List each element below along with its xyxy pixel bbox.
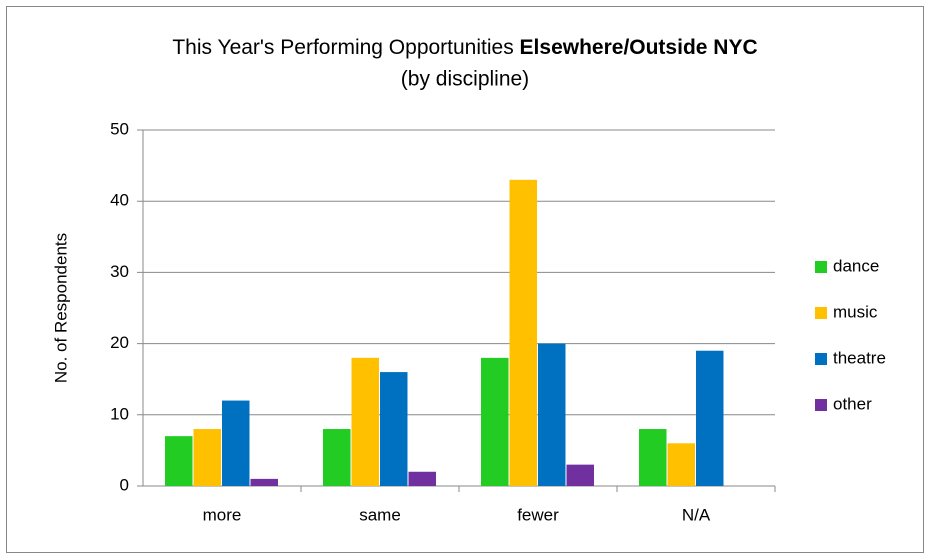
bar <box>566 464 594 486</box>
y-tick-label: 20 <box>110 333 129 352</box>
bar <box>351 357 379 486</box>
y-tick-label: 30 <box>110 262 129 281</box>
bar <box>481 357 509 486</box>
legend-label: music <box>833 302 878 321</box>
legend-swatch <box>815 399 827 411</box>
legend-label: other <box>833 394 872 413</box>
x-tick-label: more <box>203 505 242 524</box>
chart-border <box>6 6 924 553</box>
legend-label: dance <box>833 256 879 275</box>
x-tick-label: fewer <box>517 505 559 524</box>
bar <box>408 471 436 486</box>
bar <box>323 429 351 486</box>
legend-swatch <box>815 261 827 273</box>
bar <box>639 429 667 486</box>
chart-subtitle: (by discipline) <box>401 68 529 91</box>
y-tick-label: 0 <box>120 475 129 494</box>
title-text: This Year's Performing Opportunities <box>172 36 513 59</box>
bar <box>165 436 193 486</box>
legend-swatch <box>815 353 827 365</box>
bar <box>193 429 221 486</box>
bar <box>538 343 566 486</box>
y-tick-label: 10 <box>110 404 129 423</box>
x-tick-label: same <box>359 505 401 524</box>
chart-title: This Year's Performing Opportunities Els… <box>172 36 757 59</box>
bar <box>667 443 695 486</box>
bar <box>380 372 408 486</box>
y-axis-label: No. of Respondents <box>51 233 70 383</box>
bar <box>696 350 724 486</box>
title-emphasis: Elsewhere/Outside NYC <box>520 36 758 59</box>
bar <box>509 179 537 486</box>
x-tick-label: N/A <box>682 505 711 524</box>
bar <box>222 400 250 486</box>
legend-label: theatre <box>833 348 886 367</box>
y-tick-label: 40 <box>110 191 129 210</box>
bar <box>250 478 278 486</box>
y-tick-label: 50 <box>110 119 129 138</box>
legend-swatch <box>815 307 827 319</box>
